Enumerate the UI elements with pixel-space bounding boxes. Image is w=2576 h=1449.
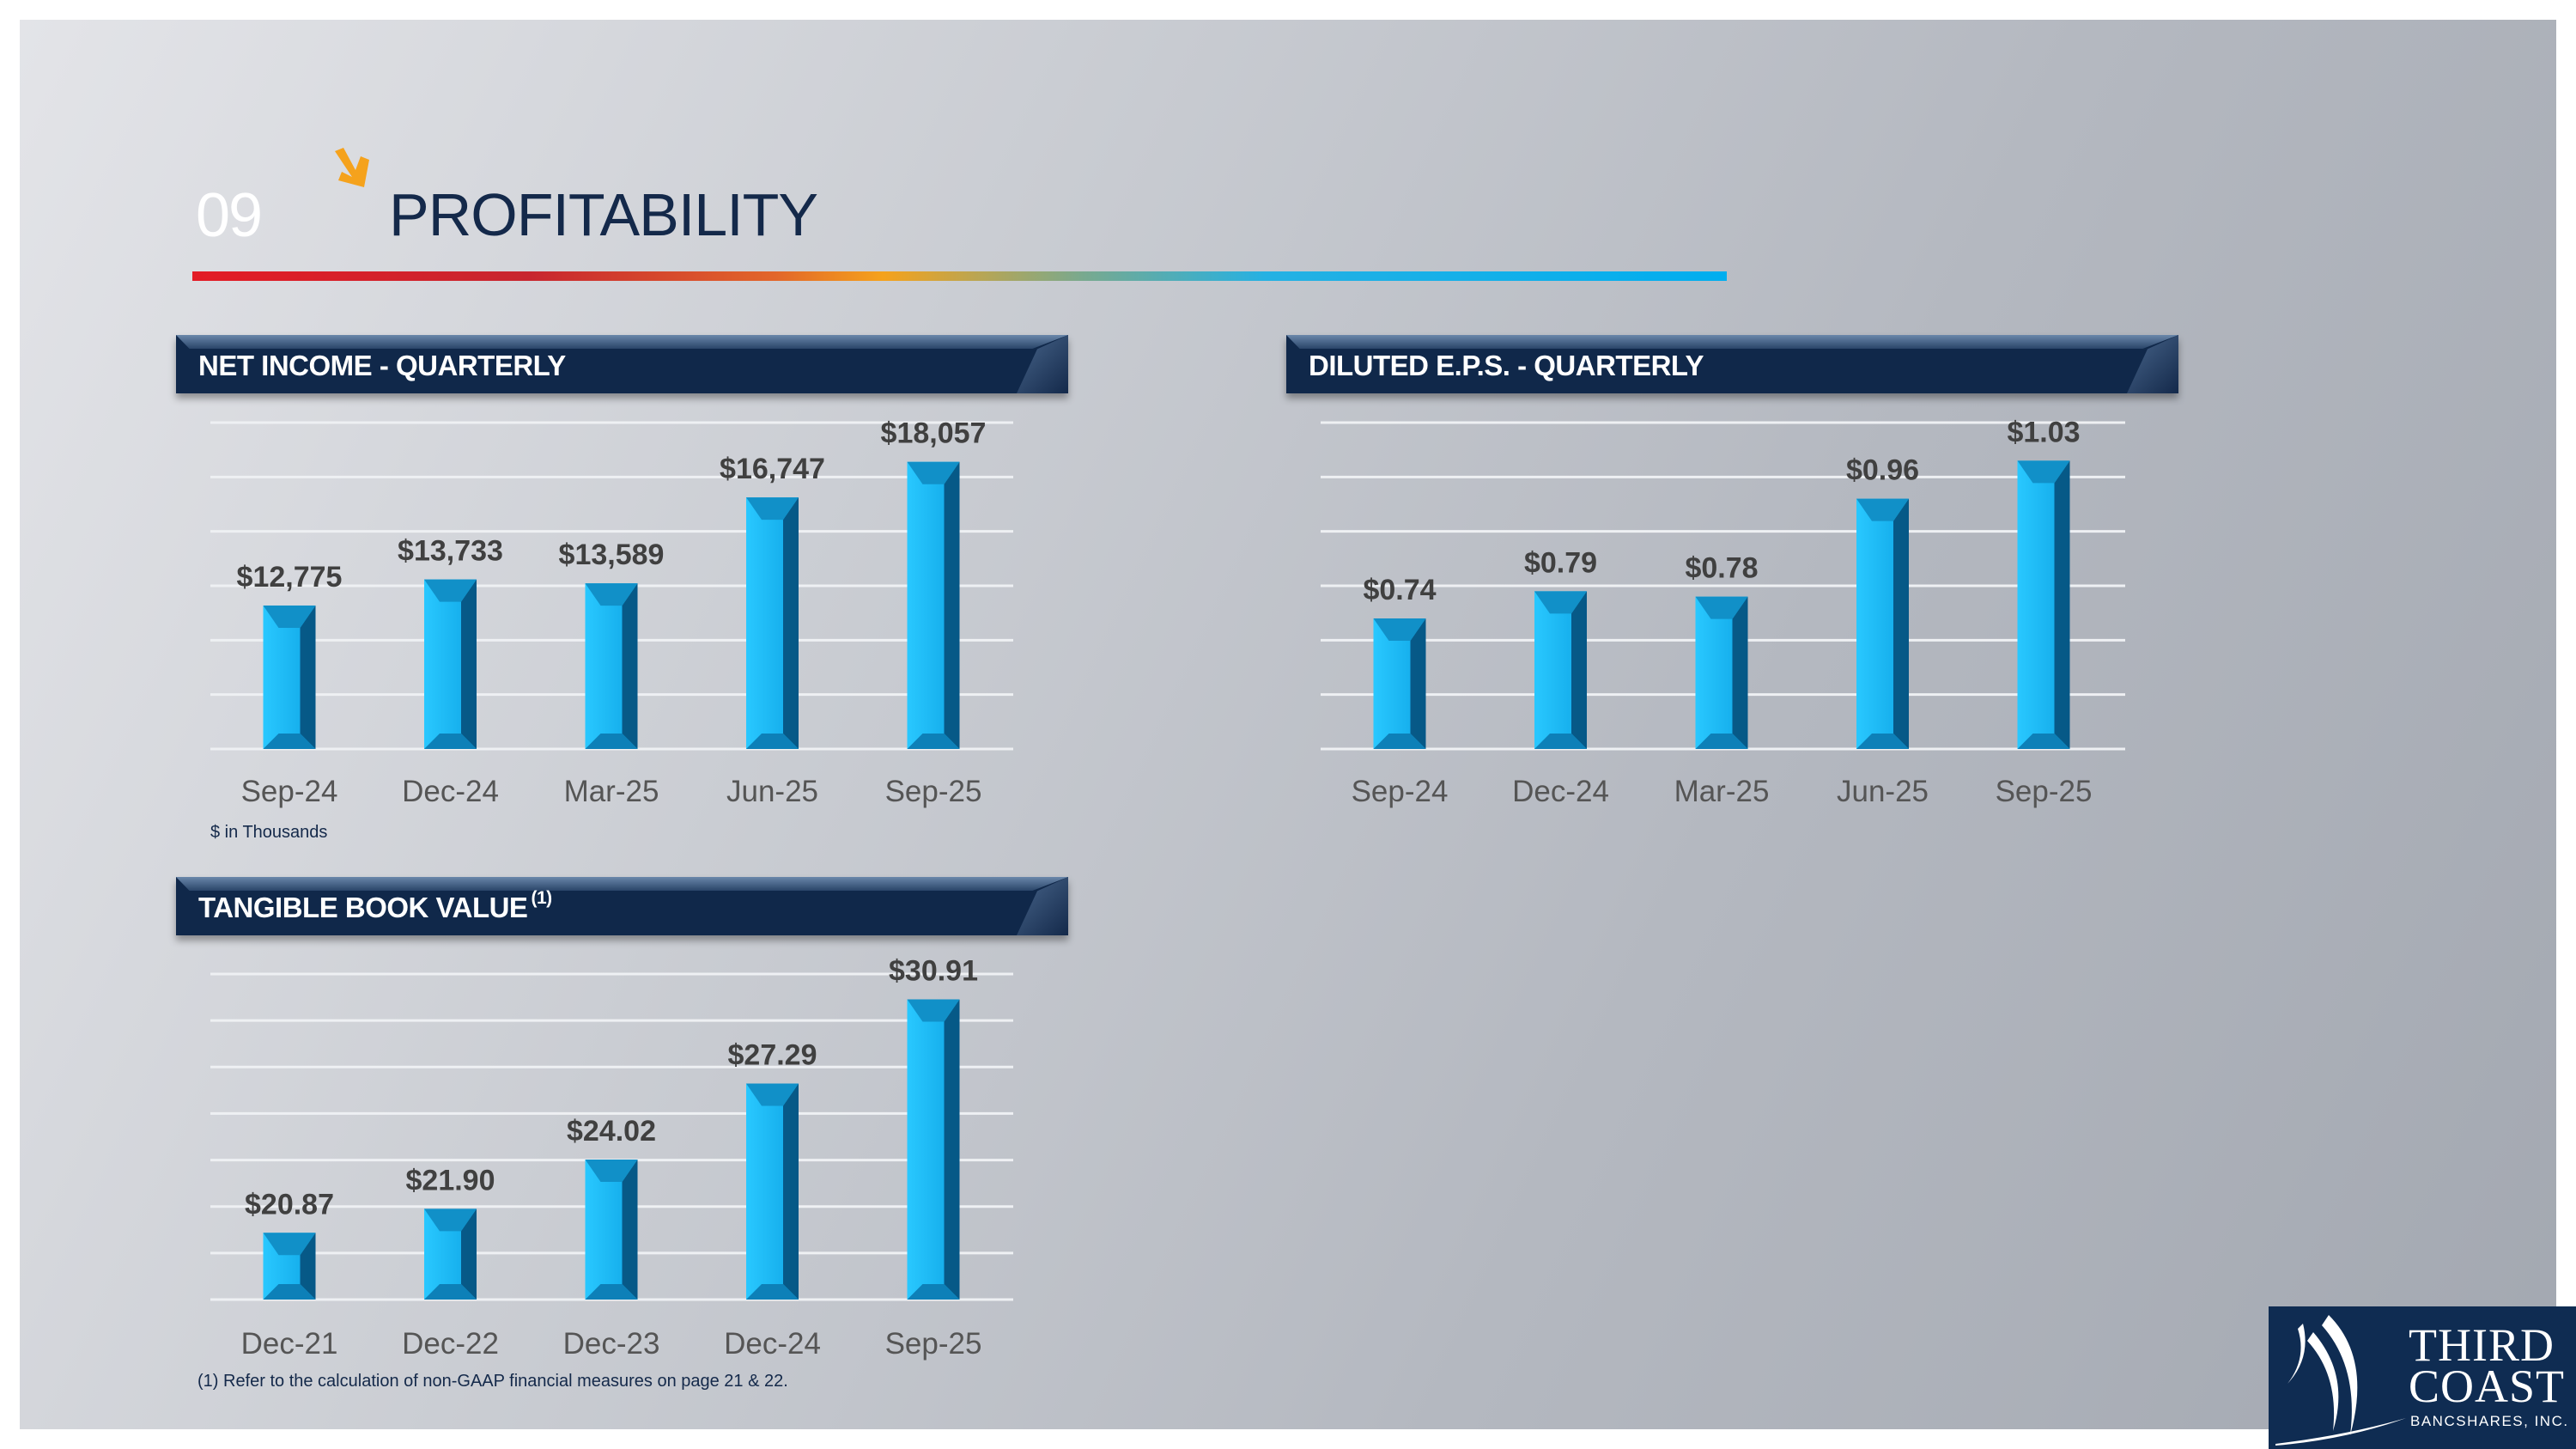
net-income-bar-bottom — [263, 734, 316, 749]
net-income-value-label: $12,775 — [237, 561, 343, 594]
section-number: 09 — [196, 181, 263, 250]
tbv-category-label: Dec-23 — [563, 1327, 660, 1361]
net-income-category-label: Sep-24 — [241, 775, 338, 808]
eps-bar-bottom — [1373, 734, 1426, 749]
tbv-bar-top — [424, 1209, 477, 1232]
tbv-bar-bottom — [907, 1284, 960, 1300]
tbv-value-label: $24.02 — [567, 1115, 656, 1148]
net-income-bar-top — [746, 497, 799, 521]
eps-title: DILUTED E.P.S. - QUARTERLY — [1309, 350, 1704, 382]
eps-value-label: $0.78 — [1685, 552, 1758, 585]
net-income-bar-bottom — [907, 734, 960, 749]
eps-value-label: $0.96 — [1846, 454, 1919, 487]
eps-category-label: Jun-25 — [1837, 775, 1929, 808]
eps-bar-side — [2054, 460, 2070, 749]
tbv-value-label: $21.90 — [406, 1164, 495, 1196]
sail-logo-icon — [2275, 1315, 2406, 1446]
eps-bar-side — [1732, 596, 1748, 749]
title-divider — [192, 271, 1727, 281]
tbv-bar-top — [746, 1083, 799, 1106]
net-income-bar-side — [461, 579, 477, 749]
net-income-bar-side — [622, 583, 638, 749]
tbv-category-label: Dec-24 — [724, 1327, 821, 1361]
tbv-category-label: Sep-25 — [885, 1327, 982, 1361]
tbv-title-footnote-ref: (1) — [531, 888, 552, 908]
eps-value-label: $1.03 — [2007, 416, 2080, 448]
eps-category-label: Sep-24 — [1352, 775, 1449, 808]
net-income-bar-top — [585, 583, 638, 606]
net-income-value-label: $18,057 — [881, 417, 987, 450]
net-income-value-label: $13,733 — [398, 535, 503, 568]
net-income-value-label: $13,589 — [559, 539, 665, 571]
tbv-bar-side — [783, 1083, 799, 1300]
company-logo: THIRD COAST BANCSHARES, INC. — [2269, 1306, 2576, 1449]
eps-header: DILUTED E.P.S. - QUARTERLY — [1286, 335, 2178, 393]
tbv-bar-bottom — [424, 1284, 477, 1300]
eps-bar-side — [1893, 498, 1909, 749]
tbv-title-text: TANGIBLE BOOK VALUE — [198, 892, 528, 923]
eps-category-label: Mar-25 — [1674, 775, 1770, 808]
eps-bar-side — [1410, 618, 1426, 749]
net-income-category-label: Jun-25 — [726, 775, 818, 808]
logo-line-3: BANCSHARES, INC. — [2410, 1413, 2569, 1429]
net-income-title: NET INCOME - QUARTERLY — [198, 350, 566, 382]
net-income-bar-top — [907, 461, 960, 484]
tbv-value-label: $20.87 — [245, 1188, 334, 1221]
tbv-category-label: Dec-21 — [241, 1327, 338, 1361]
tbv-bar-side — [944, 999, 960, 1300]
eps-bar-top — [1695, 596, 1748, 619]
eps-value-label: $0.74 — [1363, 574, 1436, 606]
net-income-category-label: Sep-25 — [885, 775, 982, 808]
net-income-bar-side — [783, 497, 799, 749]
eps-bar-top — [1373, 618, 1426, 641]
eps-bar-top — [1856, 498, 1909, 521]
net-income-bar-bottom — [585, 734, 638, 749]
net-income-bar-top — [263, 605, 316, 628]
eps-bar-side — [1571, 591, 1587, 749]
tbv-bar-top — [263, 1233, 316, 1256]
tbv-value-label: $30.91 — [889, 955, 978, 988]
eps-bar-top — [1534, 591, 1587, 614]
tbv-bar-top — [907, 999, 960, 1022]
eps-value-label: $0.79 — [1524, 546, 1597, 579]
eps-title-text: DILUTED E.P.S. - QUARTERLY — [1309, 350, 1704, 381]
tbv-bar-top — [585, 1160, 638, 1183]
net-income-category-label: Mar-25 — [564, 775, 659, 808]
tbv-bar-bottom — [263, 1284, 316, 1300]
net-income-bar-side — [300, 605, 316, 749]
tbv-bar-side — [461, 1209, 477, 1300]
net-income-value-label: $16,747 — [720, 453, 825, 485]
logo-line-2: COAST — [2409, 1361, 2566, 1412]
tbv-header: TANGIBLE BOOK VALUE (1) — [176, 877, 1068, 935]
net-income-bar-top — [424, 579, 477, 602]
net-income-header: NET INCOME - QUARTERLY — [176, 335, 1068, 393]
tbv-bar-bottom — [585, 1284, 638, 1300]
eps-bar-top — [2017, 460, 2070, 484]
eps-category-label: Dec-24 — [1512, 775, 1609, 808]
page-title: PROFITABILITY — [389, 181, 818, 248]
tbv-bar-side — [300, 1233, 316, 1300]
non-gaap-footnote: (1) Refer to the calculation of non-GAAP… — [197, 1372, 788, 1391]
eps-category-label: Sep-25 — [1996, 775, 2093, 808]
eps-bar-bottom — [1534, 734, 1587, 749]
net-income-bar-bottom — [746, 734, 799, 749]
net-income-bar-bottom — [424, 734, 477, 749]
tbv-title: TANGIBLE BOOK VALUE (1) — [198, 888, 552, 924]
logo-line-1: THIRD — [2409, 1319, 2555, 1371]
units-note: $ in Thousands — [210, 823, 328, 842]
net-income-title-text: NET INCOME - QUARTERLY — [198, 350, 566, 381]
tbv-bar-side — [622, 1160, 638, 1300]
tbv-value-label: $27.29 — [728, 1039, 817, 1072]
eps-bar-bottom — [1856, 734, 1909, 749]
net-income-bar-side — [944, 461, 960, 749]
net-income-category-label: Dec-24 — [402, 775, 499, 808]
tbv-bar-bottom — [746, 1284, 799, 1300]
eps-bar-bottom — [2017, 734, 2070, 749]
eps-bar-bottom — [1695, 734, 1748, 749]
tbv-category-label: Dec-22 — [402, 1327, 499, 1361]
arrow-icon — [335, 148, 369, 187]
